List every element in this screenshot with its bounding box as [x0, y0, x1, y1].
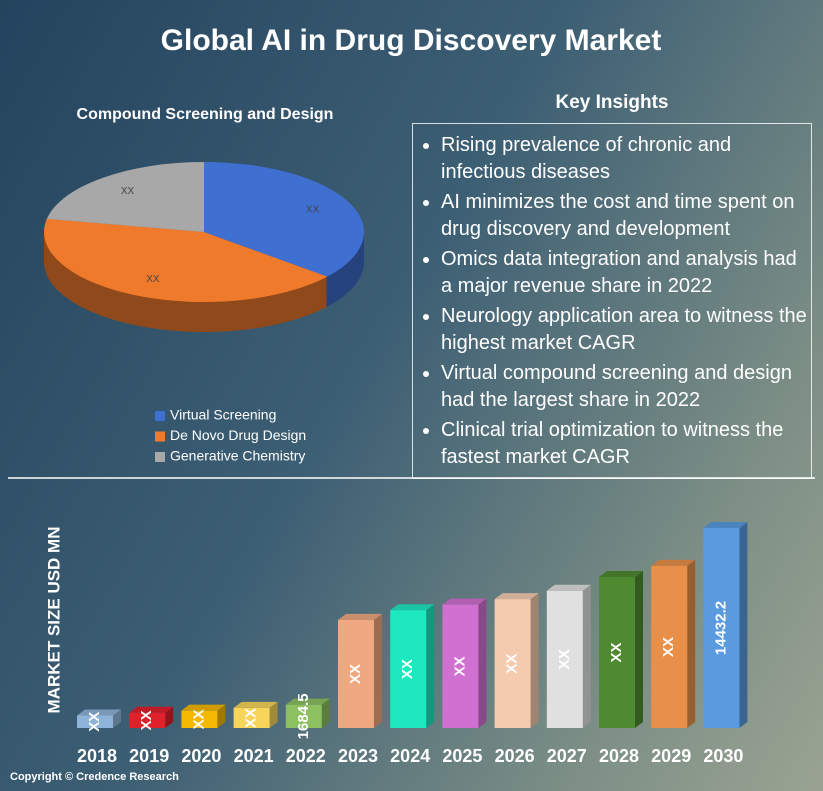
- insight: AI minimizes the cost and time spent on …: [441, 189, 811, 243]
- bar-top: [77, 709, 121, 716]
- insights-title: Key Insights: [556, 92, 669, 113]
- insights-list: Rising prevalence of chronic and infecti…: [419, 132, 811, 471]
- copyright: Copyright © Credence Research: [10, 771, 179, 783]
- bar-value-label: XX: [399, 659, 416, 679]
- bar-top: [651, 559, 696, 566]
- bar-top: [390, 604, 435, 611]
- x-tick-label: 2018: [77, 746, 117, 766]
- x-tick-label: 2030: [703, 746, 743, 766]
- bar-top: [129, 706, 174, 713]
- pie-value-label: XX: [146, 274, 160, 285]
- bar-side: [687, 559, 696, 728]
- bar-top: [599, 570, 643, 577]
- x-tick-label: 2024: [390, 746, 430, 766]
- bar-value-label: XX: [504, 654, 521, 674]
- legend-swatch: [155, 411, 165, 421]
- pie-slice: [204, 162, 364, 277]
- bar-side: [582, 584, 591, 728]
- bar-value-label: XX: [86, 712, 103, 732]
- legend-label: Generative Chemistry: [170, 448, 305, 464]
- pie-value-label: XX: [306, 204, 320, 215]
- x-tick-label: 2019: [129, 746, 169, 766]
- bar-top: [285, 698, 330, 705]
- bar-top: [546, 584, 591, 591]
- x-tick-label: 2023: [338, 746, 378, 766]
- bar-value-label: XX: [243, 708, 260, 728]
- bar: [129, 712, 166, 728]
- bar-side: [269, 701, 278, 728]
- bar-top: [703, 522, 748, 528]
- bar-side: [217, 704, 226, 728]
- bar-top: [338, 613, 382, 620]
- legend-label: Virtual Screening: [170, 407, 276, 423]
- title: Global AI in Drug Discovery Market: [161, 24, 662, 57]
- bar-side: [113, 709, 121, 728]
- insights-box: Rising prevalence of chronic and infecti…: [412, 123, 812, 479]
- bar-side: [321, 698, 330, 728]
- bar-side: [426, 604, 435, 728]
- x-tick-label: 2026: [495, 746, 535, 766]
- legend-swatch: [155, 431, 165, 442]
- bar: [233, 707, 270, 728]
- insight: Neurology application area to witness th…: [441, 303, 811, 357]
- legend-swatch: [155, 452, 165, 462]
- insight: Omics data integration and analysis had …: [441, 246, 811, 300]
- insight: Virtual compound screening and design ha…: [441, 360, 811, 414]
- y-axis-label: MARKET SIZE USD MN: [44, 527, 63, 714]
- bar: [703, 528, 740, 728]
- bar-value-label: XX: [556, 649, 573, 669]
- bar-top: [494, 593, 539, 600]
- bar-value-label: XX: [138, 710, 155, 730]
- bar-value-label: 1684.5: [295, 693, 312, 739]
- x-tick-label: 2021: [234, 746, 274, 766]
- x-tick-label: 2025: [442, 746, 482, 766]
- bar: [651, 565, 688, 728]
- bar-value-label: 14432.2: [712, 601, 729, 655]
- insight: Clinical trial optimization to witness t…: [441, 417, 811, 471]
- x-tick-label: 2022: [286, 746, 326, 766]
- bar-side: [739, 522, 748, 728]
- bar: [338, 619, 374, 728]
- bar-value-label: XX: [451, 656, 468, 676]
- x-tick-label: 2028: [599, 746, 639, 766]
- insight: Rising prevalence of chronic and infecti…: [441, 132, 811, 186]
- bar: [390, 610, 427, 728]
- pie-title: Compound Screening and Design: [77, 106, 334, 123]
- bar-value-label: XX: [608, 642, 625, 662]
- bar: [494, 599, 531, 728]
- bar-top: [233, 701, 278, 708]
- bar-side: [635, 570, 643, 728]
- bar: [546, 590, 583, 728]
- x-tick-label: 2029: [651, 746, 691, 766]
- bar-side: [530, 593, 539, 728]
- x-tick-label: 2027: [547, 746, 587, 766]
- bar: [181, 710, 218, 728]
- bar-side: [165, 706, 174, 728]
- bar-value-label: XX: [660, 637, 677, 657]
- bar-side: [478, 598, 487, 728]
- legend-label: De Novo Drug Design: [170, 427, 306, 443]
- bar-value-label: XX: [190, 709, 207, 729]
- x-tick-label: 2020: [181, 746, 221, 766]
- pie-slice: [43, 218, 328, 302]
- bar-side: [374, 613, 382, 728]
- bar: [77, 715, 113, 728]
- pie-slice: [46, 162, 204, 232]
- bar-top: [181, 704, 226, 711]
- bar: [599, 576, 635, 728]
- bar: [442, 604, 479, 728]
- bar-value-label: XX: [347, 664, 364, 684]
- bar: [285, 704, 322, 728]
- pie-value-label: XX: [121, 186, 135, 197]
- bar-top: [442, 598, 487, 605]
